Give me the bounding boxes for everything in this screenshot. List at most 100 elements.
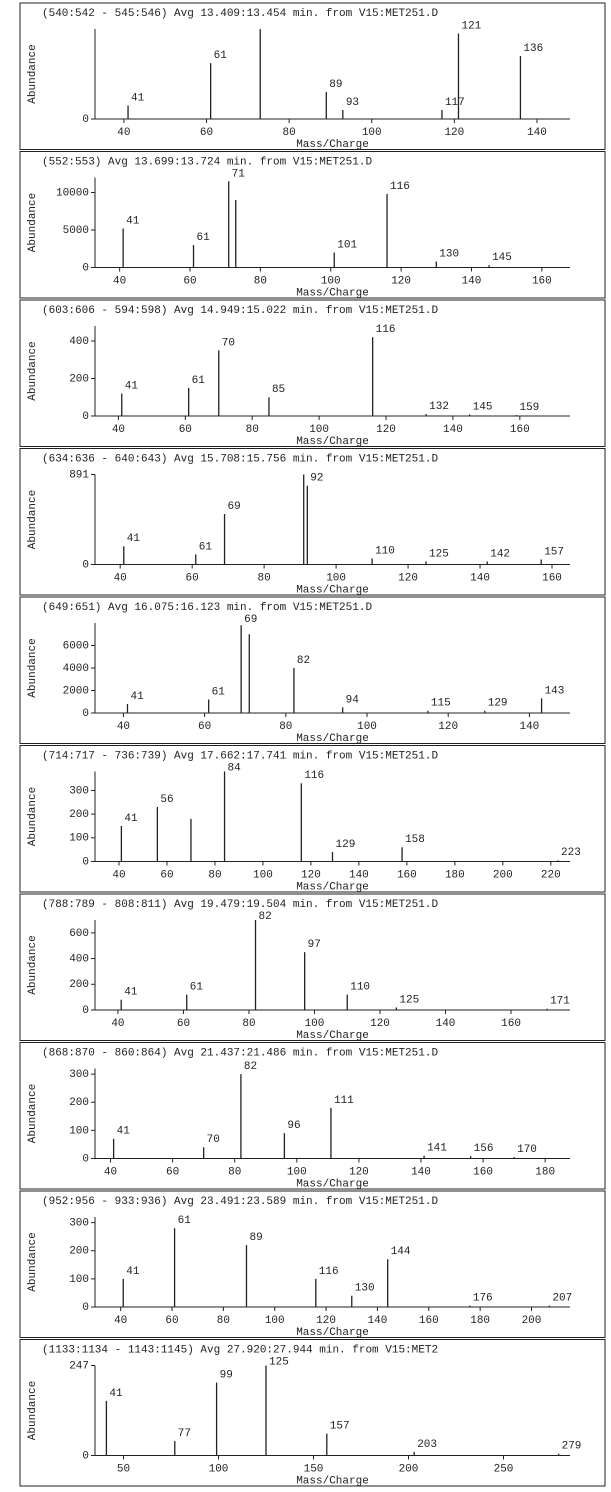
- peak-label: 71: [232, 168, 246, 180]
- x-tick-label: 60: [183, 275, 196, 287]
- peak-label: 82: [297, 655, 310, 667]
- x-tick-label: 120: [438, 721, 458, 733]
- x-tick-label: 60: [177, 1018, 190, 1030]
- y-axis-label: Abundance: [27, 490, 39, 549]
- x-tick-label: 60: [198, 721, 211, 733]
- panel-title: (868:870 - 860:864) Avg 21.437:21.486 mi…: [42, 1047, 438, 1059]
- y-tick-label: 0: [82, 856, 89, 868]
- peak-label: 132: [429, 401, 449, 413]
- peak-label: 125: [269, 1356, 289, 1368]
- x-tick-label: 160: [532, 275, 552, 287]
- peak-label: 61: [192, 375, 206, 387]
- peak-label: 41: [109, 1388, 123, 1400]
- peak-label: 97: [308, 939, 321, 951]
- panel-title: (634:636 - 640:643) Avg 15.708:15.756 mi…: [42, 453, 438, 465]
- y-tick-label: 100: [69, 833, 89, 845]
- y-tick-label: 0: [82, 1005, 89, 1017]
- peak-label: 69: [244, 614, 257, 626]
- x-tick-label: 140: [411, 1166, 431, 1178]
- panel-title: (788:789 - 808:811) Avg 19.479:19.504 mi…: [42, 899, 438, 911]
- x-tick-label: 120: [316, 1315, 336, 1327]
- y-tick-label: 0: [82, 1153, 89, 1165]
- x-tick-label: 40: [112, 424, 125, 436]
- peak-label: 61: [197, 232, 211, 244]
- y-tick-label: 200: [69, 979, 89, 991]
- panel-border: [19, 1042, 606, 1190]
- x-tick-label: 160: [419, 1315, 439, 1327]
- x-tick-label: 80: [217, 1315, 230, 1327]
- peak-label: 156: [474, 1143, 494, 1155]
- peak-label: 61: [199, 541, 213, 553]
- peak-label: 61: [212, 686, 226, 698]
- x-tick-label: 120: [349, 1166, 369, 1178]
- x-tick-label: 180: [470, 1315, 490, 1327]
- y-axis-label: Abundance: [27, 1084, 39, 1143]
- x-tick-label: 160: [501, 1018, 521, 1030]
- x-tick-label: 120: [301, 869, 321, 881]
- x-tick-label: 120: [376, 424, 396, 436]
- y-tick-label: 300: [69, 1218, 89, 1230]
- peak-label: 69: [228, 501, 241, 513]
- peak-label: 130: [439, 248, 459, 260]
- panel-title: (649:651) Avg 16.075:16.123 min. from V1…: [42, 602, 372, 614]
- panel-title: (552:553) Avg 13.699:13.724 min. from V1…: [42, 156, 372, 168]
- x-tick-label: 100: [209, 1463, 229, 1475]
- x-tick-label: 140: [349, 869, 369, 881]
- y-tick-label: 100: [69, 1274, 89, 1286]
- y-tick-label: 2000: [63, 685, 89, 697]
- panel-border: [19, 893, 606, 1041]
- peak-label: 130: [355, 1283, 375, 1295]
- peak-label: 82: [259, 911, 272, 923]
- x-tick-label: 100: [287, 1166, 307, 1178]
- peak-label: 279: [562, 1441, 582, 1453]
- peak-label: 41: [117, 1126, 131, 1138]
- x-tick-label: 80: [246, 424, 259, 436]
- panel-border: [19, 2, 606, 150]
- x-tick-label: 160: [510, 424, 530, 436]
- x-tick-label: 140: [527, 127, 547, 139]
- panel-title: (952:956 - 933:936) Avg 23.491:23.589 mi…: [42, 1196, 438, 1208]
- peak-label: 121: [461, 20, 481, 32]
- x-tick-label: 100: [362, 127, 382, 139]
- x-tick-label: 140: [436, 1018, 456, 1030]
- peak-label: 82: [244, 1061, 257, 1073]
- x-tick-label: 120: [370, 1018, 390, 1030]
- x-tick-label: 160: [397, 869, 417, 881]
- x-tick-label: 100: [305, 1018, 325, 1030]
- peak-label: 144: [391, 1246, 411, 1258]
- x-tick-label: 200: [522, 1315, 542, 1327]
- peak-label: 61: [190, 981, 204, 993]
- panel-border: [19, 596, 606, 744]
- x-tick-label: 60: [160, 869, 173, 881]
- peak-label: 207: [552, 1293, 572, 1305]
- y-tick-label: 400: [69, 953, 89, 965]
- peak-label: 84: [228, 762, 242, 774]
- x-tick-label: 80: [242, 1018, 255, 1030]
- y-tick-label: 200: [69, 1097, 89, 1109]
- peak-label: 145: [473, 401, 493, 413]
- panel-border: [19, 448, 606, 596]
- peak-label: 77: [178, 1428, 191, 1440]
- peak-label: 223: [561, 847, 581, 859]
- y-tick-label: 0: [82, 114, 89, 126]
- y-axis-label: Abundance: [27, 193, 39, 252]
- x-tick-label: 40: [114, 572, 127, 584]
- panel-border: [19, 745, 606, 893]
- x-tick-label: 40: [114, 1315, 127, 1327]
- y-tick-label: 4000: [63, 663, 89, 675]
- y-axis-label: Abundance: [27, 44, 39, 103]
- x-tick-label: 80: [279, 721, 292, 733]
- y-tick-label: 0: [82, 1450, 89, 1462]
- x-tick-label: 50: [117, 1463, 130, 1475]
- y-axis-label: Abundance: [27, 787, 39, 846]
- peak-label: 170: [517, 1144, 537, 1156]
- y-tick-label: 300: [69, 1069, 89, 1081]
- peak-label: 115: [431, 698, 451, 710]
- x-tick-label: 180: [535, 1166, 555, 1178]
- peak-label: 94: [346, 694, 360, 706]
- x-tick-label: 60: [186, 572, 199, 584]
- peak-label: 129: [488, 698, 508, 710]
- peak-label: 117: [445, 97, 465, 109]
- y-tick-label: 400: [69, 336, 89, 348]
